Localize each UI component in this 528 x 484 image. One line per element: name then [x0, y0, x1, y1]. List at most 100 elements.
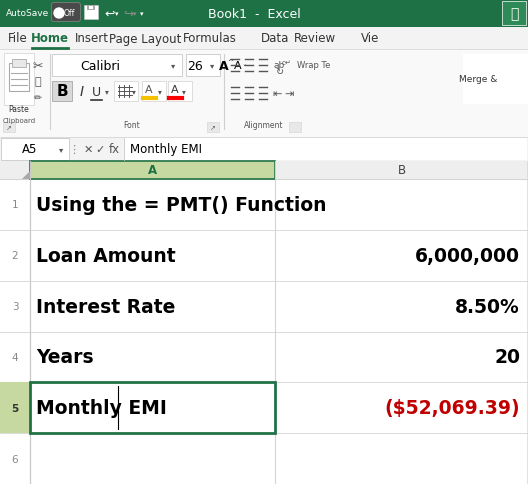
Text: File: File: [8, 32, 28, 45]
Text: B: B: [398, 164, 406, 177]
Text: Paste: Paste: [8, 106, 30, 114]
Text: A5: A5: [22, 143, 37, 156]
Bar: [30, 162, 275, 180]
Text: Alignment: Alignment: [244, 121, 284, 130]
Text: Years: Years: [36, 348, 93, 367]
Text: ✂: ✂: [33, 60, 43, 72]
Bar: [4, 54, 34, 106]
Bar: [168, 82, 192, 102]
Bar: [142, 82, 166, 102]
Bar: [52, 55, 182, 77]
Text: A: A: [234, 61, 242, 71]
Text: 1: 1: [12, 200, 18, 210]
Text: ⇤: ⇤: [272, 89, 281, 99]
Text: ab: ab: [274, 61, 285, 70]
Text: Book1  -  Excel: Book1 - Excel: [208, 7, 300, 20]
Text: ↻: ↻: [275, 67, 283, 77]
Bar: [52, 82, 72, 102]
Text: ✓: ✓: [96, 145, 105, 155]
Bar: [275, 162, 528, 180]
Polygon shape: [22, 172, 30, 180]
Text: I: I: [80, 85, 84, 99]
Bar: [9, 64, 29, 92]
Bar: [186, 55, 220, 77]
Text: Interest Rate: Interest Rate: [36, 297, 175, 316]
Text: Monthly EMI: Monthly EMI: [36, 398, 167, 417]
Bar: [114, 82, 138, 102]
Bar: [30, 382, 275, 433]
Text: Wrap Te: Wrap Te: [297, 61, 331, 70]
Text: ↩: ↩: [104, 7, 115, 20]
Text: ⋮: ⋮: [69, 145, 80, 155]
Bar: [207, 123, 219, 133]
Bar: [289, 123, 301, 133]
Bar: [502, 2, 526, 26]
Text: ▾: ▾: [133, 11, 137, 17]
Bar: [0, 281, 528, 332]
Bar: [84, 6, 98, 20]
Bar: [0, 180, 528, 230]
Text: AutoSave: AutoSave: [6, 10, 49, 18]
Text: Formulas: Formulas: [183, 32, 237, 45]
Bar: [87, 6, 95, 11]
Bar: [0, 138, 528, 162]
Bar: [0, 433, 528, 484]
Text: 2: 2: [12, 251, 18, 261]
Text: B: B: [56, 84, 68, 99]
Text: 3: 3: [12, 302, 18, 311]
Text: ▾: ▾: [171, 61, 175, 70]
Text: ▾: ▾: [158, 87, 162, 96]
Text: ↗: ↗: [6, 125, 12, 131]
Text: c↵: c↵: [281, 60, 291, 66]
Text: Home: Home: [31, 32, 69, 45]
Bar: [0, 162, 30, 180]
Bar: [0, 162, 528, 180]
Bar: [0, 332, 528, 382]
Text: ▾: ▾: [105, 87, 109, 96]
Text: Data: Data: [261, 32, 289, 45]
Text: 6,000,000: 6,000,000: [415, 246, 520, 265]
Text: 8.50%: 8.50%: [455, 297, 520, 316]
Text: fx: fx: [108, 143, 119, 156]
Text: ^: ^: [227, 59, 233, 65]
Text: A: A: [148, 164, 157, 177]
Text: Review: Review: [294, 32, 336, 45]
Text: ($52,069.39): ($52,069.39): [384, 398, 520, 417]
Text: ✕: ✕: [83, 145, 93, 155]
Text: Insert: Insert: [75, 32, 109, 45]
Text: ✏: ✏: [34, 93, 42, 103]
Text: 26: 26: [187, 60, 203, 72]
Bar: [0, 382, 528, 433]
Text: Off: Off: [63, 10, 74, 18]
Bar: [0, 230, 528, 281]
Text: Monthly EMI: Monthly EMI: [130, 143, 202, 156]
Text: Loan Amount: Loan Amount: [36, 246, 176, 265]
Bar: [124, 139, 527, 161]
FancyBboxPatch shape: [52, 3, 80, 22]
Text: 20: 20: [494, 348, 520, 367]
Text: ▾: ▾: [115, 11, 118, 17]
Text: 6: 6: [12, 454, 18, 464]
Text: Vie: Vie: [361, 32, 379, 45]
Text: Page Layout: Page Layout: [109, 32, 181, 45]
Text: A: A: [145, 85, 153, 95]
Bar: [0, 50, 528, 138]
Text: Merge &: Merge &: [459, 76, 497, 84]
Text: A: A: [171, 85, 179, 95]
Text: ⌕: ⌕: [510, 7, 518, 21]
Bar: [3, 123, 15, 133]
Text: ↗: ↗: [210, 125, 216, 131]
Text: ⇥: ⇥: [284, 89, 294, 99]
Text: ▾: ▾: [210, 61, 214, 70]
Bar: [1, 139, 69, 161]
Text: U: U: [91, 85, 100, 98]
Text: Calibri: Calibri: [80, 60, 120, 72]
Text: 4: 4: [12, 352, 18, 362]
Text: ↪: ↪: [123, 7, 134, 20]
Bar: [0, 28, 528, 50]
Text: 5: 5: [12, 403, 18, 413]
Text: Clipboard: Clipboard: [3, 118, 35, 124]
Bar: [0, 0, 528, 28]
Text: A: A: [219, 60, 229, 72]
Bar: [12, 60, 26, 68]
